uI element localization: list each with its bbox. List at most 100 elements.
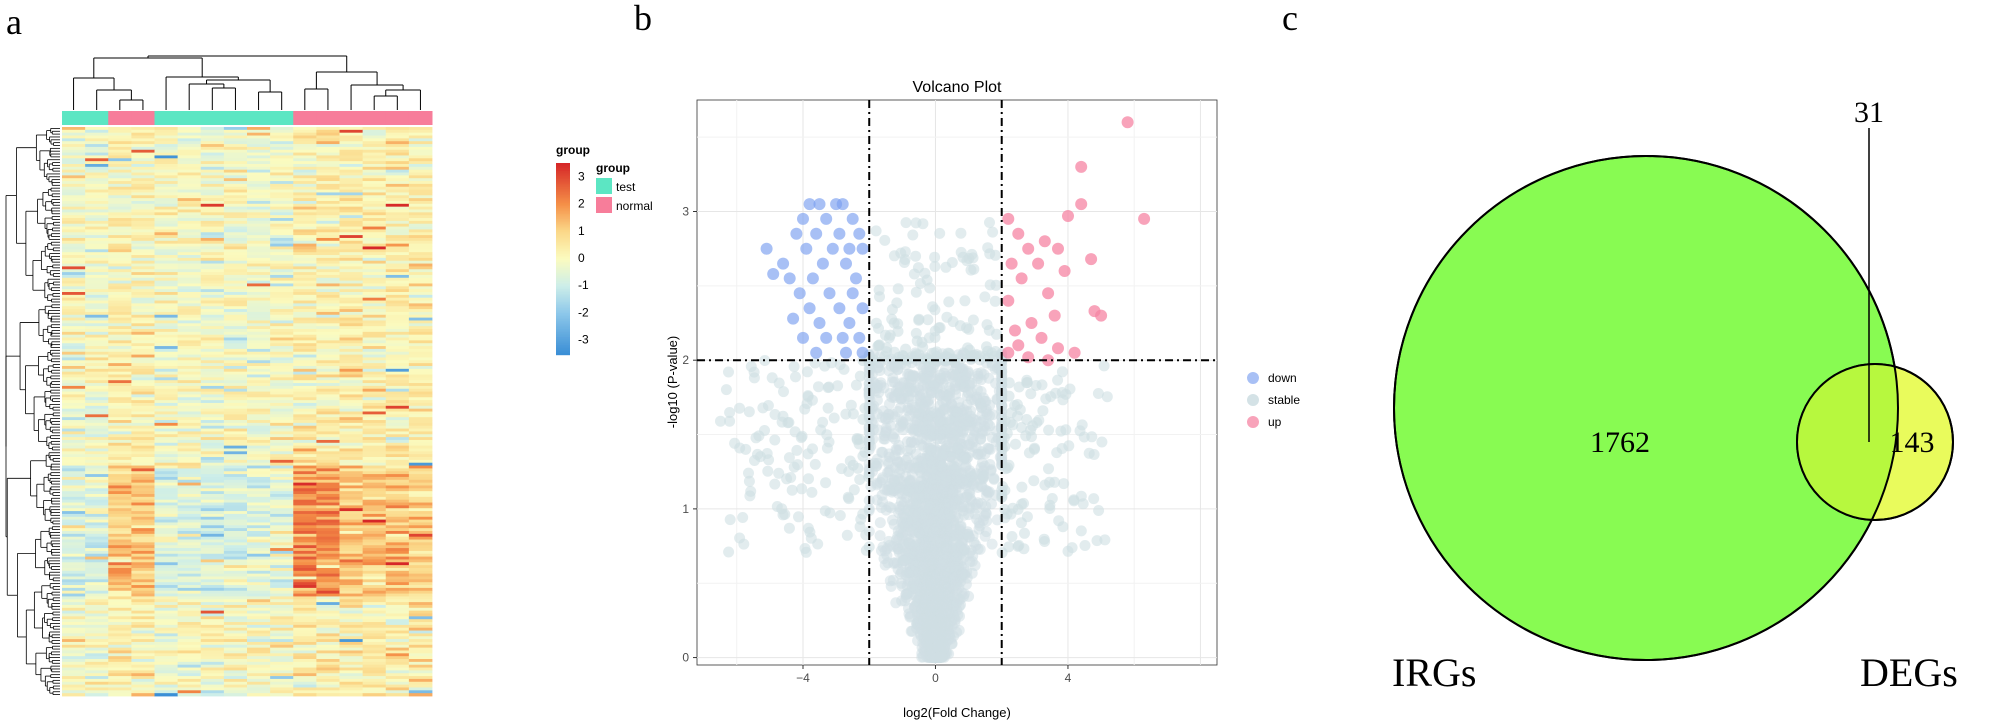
heatmap-cell: [362, 448, 387, 452]
heatmap-cell: [293, 678, 317, 683]
heatmap-cell: [200, 178, 225, 182]
heatmap-cell: [316, 670, 340, 674]
heatmap-cell: [362, 331, 387, 336]
heatmap-cell: [316, 505, 340, 509]
heatmap-cell: [200, 138, 225, 142]
heatmap-cell: [62, 237, 86, 242]
heatmap-cell: [131, 346, 155, 350]
heatmap-cell: [247, 161, 271, 165]
heatmap-cell: [362, 149, 387, 154]
heatmap-cell: [385, 482, 410, 486]
colorbar-step: [556, 268, 570, 271]
heatmap-cell: [223, 232, 248, 236]
heatmap-cell: [270, 163, 294, 168]
heatmap-cell: [131, 292, 155, 296]
heatmap-cell: [270, 525, 294, 529]
heatmap-cell: [339, 607, 364, 612]
heatmap-cell: [339, 314, 364, 319]
heatmap-cell: [316, 149, 340, 154]
heatmap-cell: [339, 223, 364, 227]
heatmap-cell: [385, 138, 410, 142]
heatmap-cell: [316, 616, 340, 620]
heatmap-cell: [131, 673, 155, 677]
heatmap-cell: [108, 548, 132, 552]
heatmap-cell: [339, 428, 364, 432]
colorbar-step: [556, 309, 570, 313]
heatmap-cell: [408, 263, 433, 267]
heatmap-cell: [131, 610, 155, 614]
heatmap-cell: [339, 687, 364, 691]
heatmap-cell: [108, 485, 132, 489]
heatmap-cell: [385, 277, 410, 282]
heatmap-cell: [200, 141, 225, 145]
heatmap-cell: [154, 351, 179, 355]
heatmap-cell: [362, 260, 387, 264]
heatmap-cell: [85, 422, 109, 427]
heatmap-cell: [247, 209, 271, 213]
heatmap-cell: [408, 462, 433, 466]
heatmap-cell: [131, 567, 155, 572]
heatmap-cell: [408, 525, 433, 529]
heatmap-cell: [385, 422, 410, 427]
heatmap-cell: [408, 650, 433, 654]
heatmap-cell: [177, 246, 202, 250]
heatmap-cell: [62, 422, 86, 427]
heatmap-cell: [62, 624, 86, 629]
heatmap-cell: [339, 639, 364, 643]
heatmap-cell: [131, 183, 155, 188]
heatmap-cell: [247, 371, 271, 375]
heatmap-cell: [270, 659, 294, 663]
heatmap-cell: [408, 542, 433, 546]
heatmap-cell: [131, 200, 155, 205]
heatmap-cell: [154, 377, 179, 381]
heatmap-cell: [385, 530, 410, 535]
heatmap-cell: [247, 289, 271, 293]
heatmap-cell: [385, 152, 410, 156]
heatmap-cell: [293, 218, 317, 222]
colorbar-step: [556, 345, 570, 348]
heatmap-cell: [200, 530, 225, 535]
heatmap-cell: [247, 331, 271, 336]
heatmap-cell: [108, 684, 132, 688]
heatmap-cell: [223, 203, 248, 208]
heatmap-cell: [85, 425, 109, 429]
heatmap-cell: [177, 220, 202, 225]
heatmap-cell: [223, 545, 248, 549]
heatmap-cell: [270, 414, 294, 418]
heatmap-cell: [316, 255, 340, 259]
heatmap-cell: [177, 519, 202, 523]
heatmap-cell: [293, 127, 317, 131]
heatmap-cell: [154, 644, 179, 649]
group-cell-normal: [408, 111, 433, 125]
heatmap-cell: [293, 485, 317, 489]
heatmap-cell: [200, 246, 225, 250]
heatmap-cell: [270, 496, 294, 501]
heatmap-cell: [108, 198, 132, 202]
heatmap-cell: [108, 206, 132, 210]
heatmap-cell: [223, 365, 248, 370]
heatmap-cell: [62, 448, 86, 452]
heatmap-cell: [293, 457, 317, 461]
heatmap-cell: [85, 289, 109, 293]
heatmap-cell: [362, 348, 387, 353]
heatmap-cell: [247, 442, 271, 447]
heatmap-cell: [154, 286, 179, 290]
heatmap-cell: [385, 346, 410, 350]
heatmap-cell: [131, 434, 155, 438]
heatmap-cell: [293, 550, 317, 555]
heatmap-cell: [270, 491, 294, 495]
heatmap-cell: [131, 337, 155, 341]
heatmap-cell: [200, 482, 225, 486]
heatmap-cell: [62, 334, 86, 338]
heatmap-cell: [200, 533, 225, 538]
heatmap-cell: [62, 661, 86, 666]
heatmap-cell: [200, 465, 225, 469]
heatmap-cell: [408, 400, 433, 404]
heatmap-cell: [131, 604, 155, 609]
heatmap-cell: [247, 616, 271, 620]
heatmap-cell: [223, 502, 248, 506]
heatmap-cell: [385, 536, 410, 540]
heatmap-cell: [270, 229, 294, 233]
heatmap-cell: [62, 542, 86, 546]
heatmap-cell: [293, 311, 317, 316]
